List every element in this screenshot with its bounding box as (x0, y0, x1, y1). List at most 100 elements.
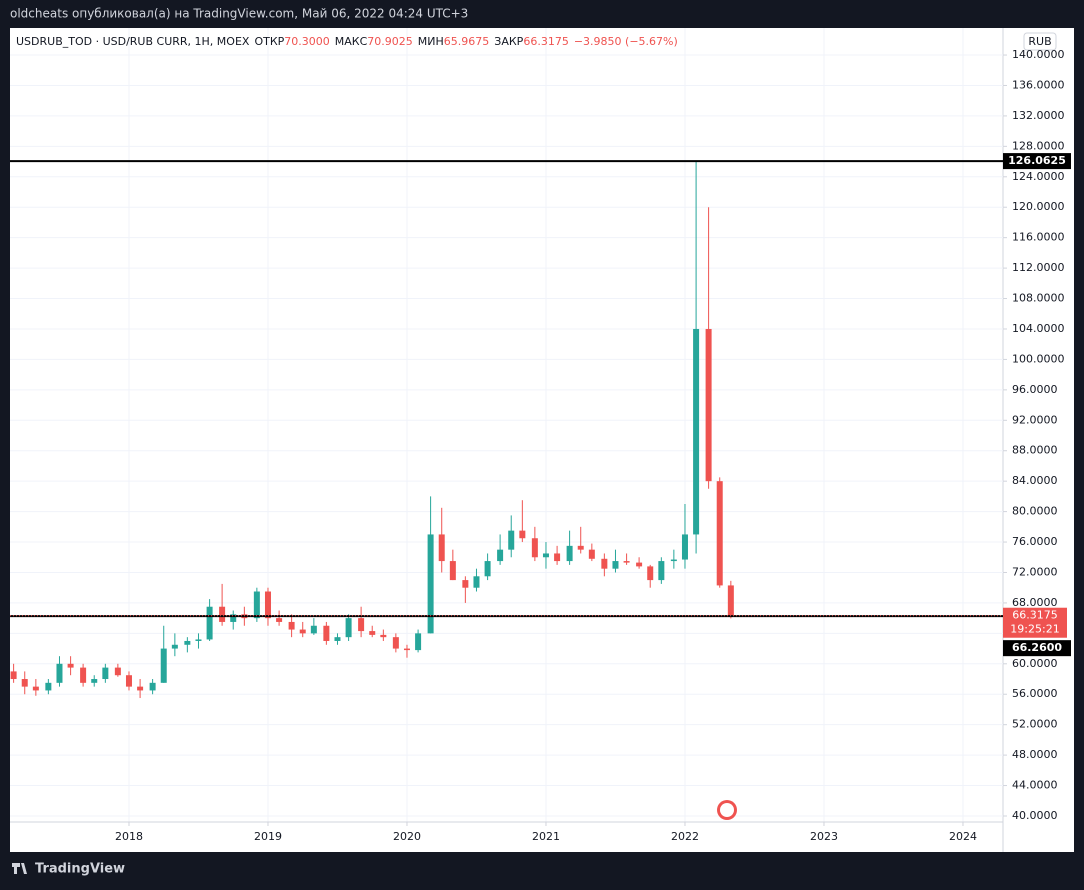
candle-body (125, 675, 132, 687)
candle-body (484, 561, 491, 577)
candle-body (114, 667, 121, 676)
candle-body (727, 585, 734, 616)
candle-body (519, 530, 526, 539)
candle-body (601, 558, 608, 569)
legend: USDRUB_TOD · USD/RUB CURR, 1H, MOEX ОТКР7… (16, 35, 678, 48)
y-tick-label: 140.0000 (1012, 48, 1065, 61)
candle-body (195, 639, 202, 641)
y-tick-label: 100.0000 (1012, 352, 1065, 365)
candle-body (288, 621, 295, 630)
x-tick-label: 2024 (949, 830, 977, 843)
candle-body (171, 644, 178, 649)
x-tick-label: 2019 (254, 830, 282, 843)
candle-body (334, 637, 341, 641)
candle-body (449, 561, 456, 581)
last-price-label: 66.3175 (1012, 609, 1058, 622)
legend-field-value: 70.9025 (367, 35, 413, 48)
candle-body (403, 648, 410, 651)
legend-field-label: МАКС (335, 35, 368, 48)
x-tick-label: 2018 (115, 830, 143, 843)
y-tick-label: 68.0000 (1012, 596, 1058, 609)
candle-body (508, 530, 515, 550)
candle-body (184, 640, 191, 645)
candle-body (438, 534, 445, 562)
chart-area (10, 28, 1074, 852)
candle-body (716, 481, 723, 586)
x-tick-label: 2021 (532, 830, 560, 843)
candle-body (102, 667, 109, 680)
y-tick-label: 124.0000 (1012, 170, 1065, 183)
last-price-box (1003, 607, 1067, 638)
x-tick-label: 2023 (810, 830, 838, 843)
candle-body (577, 545, 584, 550)
y-tick-label: 88.0000 (1012, 444, 1058, 457)
y-tick-label: 40.0000 (1012, 809, 1058, 822)
candle-body (392, 637, 399, 649)
candle-body (149, 682, 156, 691)
candle-body (542, 553, 549, 558)
y-tick-label: 76.0000 (1012, 535, 1058, 548)
candle-body (380, 634, 387, 638)
x-tick-label: 2022 (671, 830, 699, 843)
candle-body (566, 545, 573, 562)
candle-body (310, 625, 317, 634)
candle-body (693, 328, 700, 535)
candle-body (219, 606, 226, 622)
y-tick-label: 96.0000 (1012, 383, 1058, 396)
candle-body (137, 686, 144, 691)
y-tick-label: 104.0000 (1012, 322, 1065, 335)
candle-body (658, 561, 665, 581)
publisher: oldcheats опубликовал(а) на TradingView.… (10, 7, 468, 21)
candle-body (415, 633, 422, 651)
legend-text: USDRUB_TOD · USD/RUB CURR, 1H, MOEX ОТКР7… (16, 35, 678, 48)
candle-body (588, 549, 595, 559)
candle-body (276, 618, 283, 622)
x-tick-label: 2020 (393, 830, 421, 843)
candle-body (160, 648, 167, 683)
y-tick-label: 108.0000 (1012, 292, 1065, 305)
price-label: 66.2600 (1012, 641, 1062, 654)
countdown: 19:25:21 (1010, 623, 1059, 636)
legend-symbol: USDRUB_TOD · USD/RUB CURR, 1H, MOEX (16, 35, 250, 48)
candle-body (473, 576, 480, 588)
y-tick-label: 116.0000 (1012, 231, 1065, 244)
candle-body (462, 580, 469, 588)
candle-body (554, 553, 561, 562)
candle-body (531, 538, 538, 558)
legend-change: −3.9850 (−5.67%) (574, 35, 678, 48)
currency: RUB (1028, 35, 1051, 48)
candle-body (56, 663, 63, 683)
candle-body (80, 667, 87, 683)
candle-body (21, 679, 28, 687)
legend-field-value: 70.3000 (284, 35, 330, 48)
candle-body (323, 625, 330, 641)
candle-body (612, 561, 619, 569)
currency-box (1023, 32, 1057, 51)
candle-body (358, 618, 365, 632)
y-tick-label: 56.0000 (1012, 687, 1058, 700)
candle-body (45, 682, 52, 691)
y-tick-label: 120.0000 (1012, 200, 1065, 213)
candle-body (10, 671, 17, 680)
candle-body (497, 549, 504, 562)
y-tick-label: 48.0000 (1012, 748, 1058, 761)
y-tick-label: 80.0000 (1012, 505, 1058, 518)
event-icon-inner (720, 803, 734, 817)
brand-logo (12, 863, 27, 874)
legend-field-label: ОТКР (254, 35, 284, 48)
candle-body (67, 663, 74, 668)
candle-body (427, 534, 434, 634)
price-label: 126.0625 (1008, 154, 1066, 167)
price-label-box (1003, 640, 1071, 657)
candle-body (230, 614, 237, 622)
price-label-box (1003, 153, 1071, 170)
y-tick-label: 52.0000 (1012, 718, 1058, 731)
candle-body (369, 631, 376, 635)
y-tick-label: 112.0000 (1012, 261, 1065, 274)
candle-body (647, 566, 654, 581)
candle-body (91, 679, 98, 683)
grid (10, 28, 1003, 822)
y-tick-label: 132.0000 (1012, 109, 1065, 122)
